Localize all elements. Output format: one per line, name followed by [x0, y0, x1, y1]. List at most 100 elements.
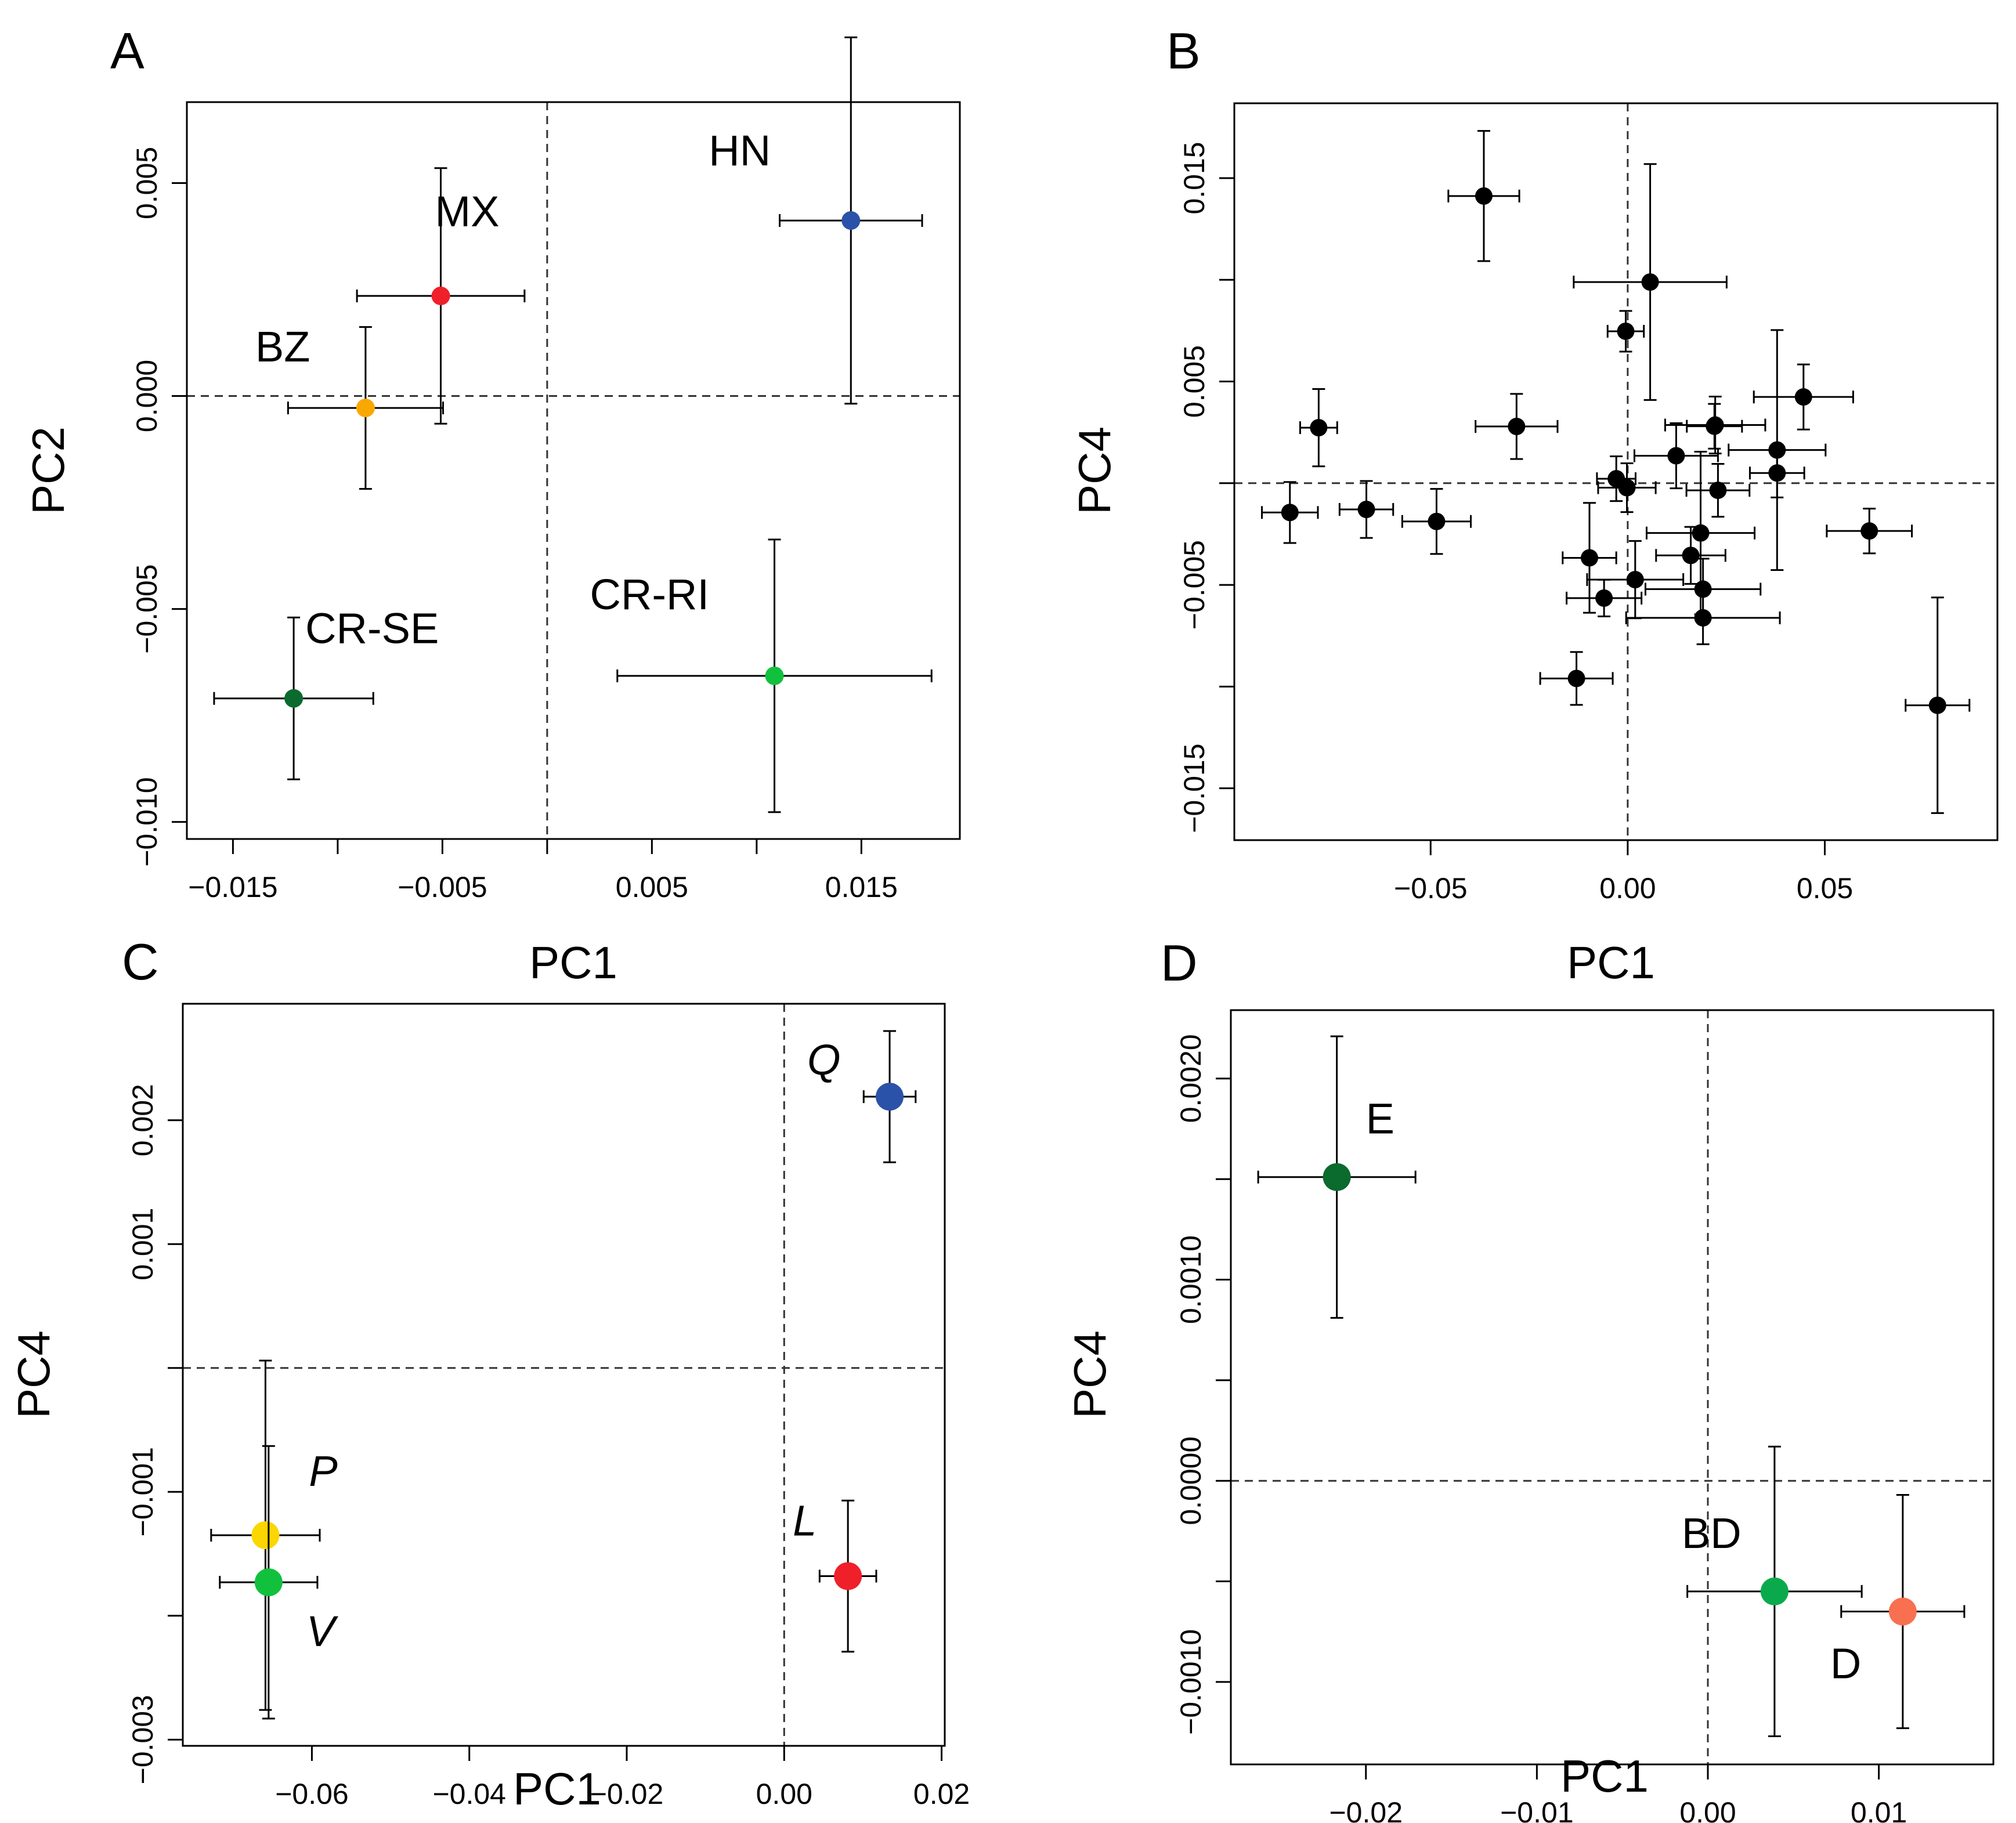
data-point-group [1338, 480, 1394, 539]
panel-a: A −0.015 −0.005 0.005 0.015 0.005 0.000 −0.005 −… [23, 22, 961, 988]
data-point [1694, 580, 1712, 598]
plot-frame [1230, 1009, 1995, 1766]
x-tick-label: 0.00 [756, 1778, 812, 1810]
data-point-group [1633, 422, 1719, 490]
x-tick-label: −0.06 [275, 1778, 349, 1810]
data-point-group [1655, 526, 1726, 585]
x-tick-label: 0.02 [913, 1778, 970, 1810]
data-point [765, 666, 784, 685]
y-tick-label: 0.000 [131, 360, 163, 432]
data-point-group [1586, 540, 1685, 620]
data-point [1860, 522, 1878, 540]
data-point-label: BZ [255, 323, 310, 371]
y-axis-title: PC2 [23, 426, 74, 515]
data-point [1310, 419, 1328, 437]
y-tick-label: −0.010 [131, 777, 163, 866]
data-point-label: BD [1682, 1509, 1742, 1557]
x-tick-label: 0.015 [825, 871, 898, 903]
y-tick-label: 0.005 [1178, 345, 1211, 418]
data-point-label: CR-RI [590, 570, 710, 618]
data-point-label: D [1830, 1640, 1861, 1688]
data-point [1475, 187, 1493, 205]
panel-letter: C [122, 933, 159, 990]
x-tick-label: 0.005 [616, 871, 688, 903]
plot-frame [1233, 102, 1999, 841]
data-point-group [1562, 502, 1617, 614]
data-point-group [1261, 481, 1319, 544]
x-tick-label: −0.05 [1394, 872, 1468, 905]
data-point-label: Q [807, 1036, 841, 1084]
data-point [1768, 464, 1786, 482]
plot-frame [182, 1003, 946, 1747]
y-tick-label: 0.0000 [1175, 1437, 1207, 1525]
data-point [876, 1083, 904, 1111]
data-point-group [1475, 393, 1559, 460]
y-axis-title: PC4 [1064, 1330, 1115, 1419]
data-point-label: L [793, 1496, 816, 1545]
panel-c: C −0.06 −0.04 −0.02 0.00 0.02 0.002 0.001 −0.001… [8, 933, 970, 1814]
data-point-group [1826, 508, 1913, 555]
y-tick-label: −0.005 [1178, 540, 1211, 630]
data-point-group [1685, 463, 1751, 518]
data-point-group: L [793, 1496, 877, 1653]
data-point [1706, 417, 1724, 435]
x-axis-title: PC1 [529, 937, 617, 988]
data-point [1618, 479, 1636, 497]
data-point-group: CR-SE [213, 605, 439, 780]
data-point [1323, 1163, 1351, 1191]
x-tick-label: −0.04 [432, 1778, 506, 1810]
data-point [1580, 549, 1598, 567]
x-tick-label: −0.005 [398, 871, 487, 903]
data-point [1694, 609, 1712, 627]
y-tick-label: −0.003 [127, 1695, 159, 1784]
x-tick-label: −0.02 [590, 1778, 664, 1810]
data-point [1692, 524, 1710, 542]
data-point-group [1299, 388, 1338, 468]
data-point [284, 689, 304, 708]
data-point-group [1753, 363, 1854, 431]
x-axis-title: PC1 [1560, 1750, 1649, 1802]
y-tick-label: 0.015 [1178, 142, 1211, 214]
data-point-group: MX [356, 167, 526, 425]
y-axis-title: PC4 [1069, 426, 1120, 515]
x-tick-label: 0.05 [1797, 872, 1853, 905]
x-axis-title: PC1 [1567, 937, 1655, 988]
data-point [251, 1521, 280, 1550]
panel-d: D −0.02 −0.01 0.00 0.01 0.0020 0.0010 0.0000 −0.… [1064, 934, 1995, 1823]
data-point-group: BZ [255, 323, 444, 490]
y-tick-label: 0.002 [127, 1084, 159, 1156]
data-point-group: V [219, 1445, 339, 1720]
data-point [1617, 322, 1635, 340]
data-point [1667, 447, 1685, 465]
data-point-group [1625, 590, 1781, 645]
data-point-group: D [1830, 1493, 1966, 1730]
data-point-group [1606, 310, 1645, 353]
data-point [431, 287, 450, 306]
panel-letter: D [1161, 934, 1198, 992]
data-point-group [1539, 651, 1614, 706]
y-tick-label: −0.001 [127, 1447, 159, 1536]
data-point [1626, 570, 1644, 588]
data-point-label: CR-SE [305, 605, 439, 653]
y-tick-label: 0.001 [127, 1208, 159, 1281]
x-tick-label: 0.00 [1599, 872, 1656, 905]
data-point-group [1905, 596, 1971, 814]
data-point [1709, 482, 1727, 500]
panel-letter: B [1166, 22, 1201, 79]
data-point-label: E [1366, 1095, 1394, 1143]
data-point [1595, 589, 1613, 607]
data-point-group [1573, 163, 1728, 401]
y-axis-title: PC4 [8, 1330, 59, 1419]
y-tick-label: 0.0020 [1175, 1034, 1207, 1123]
data-point-group: HN [709, 36, 923, 405]
data-point [1357, 501, 1375, 519]
data-point [254, 1568, 283, 1597]
data-point [1682, 547, 1700, 565]
y-tick-label: 0.005 [131, 147, 163, 219]
y-tick-label: −0.015 [1178, 743, 1211, 833]
data-point [841, 211, 861, 230]
data-point [1641, 273, 1659, 291]
x-axis-title: PC1 [513, 1763, 601, 1814]
data-point-group [1748, 447, 1805, 498]
data-point-group: P [210, 1359, 338, 1711]
